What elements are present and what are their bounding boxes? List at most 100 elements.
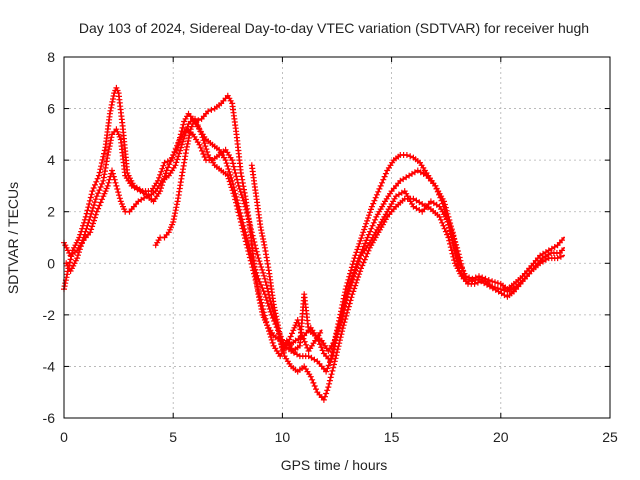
data-point [323,368,330,375]
data-point [260,269,267,276]
data-point [361,256,368,263]
data-point [334,349,340,356]
data-point [367,209,373,216]
data-point [340,322,347,329]
data-point [264,322,271,329]
data-point [208,106,215,113]
data-point [346,285,353,292]
data-point [93,178,100,185]
y-tick-label: -4 [43,358,56,374]
axis-ticks: 0 5 10 15 20 25 -6 -4 -2 0 2 4 6 8 [43,49,618,445]
data-point [342,316,349,322]
data-point [91,202,97,209]
data-point [232,170,239,176]
data-point [451,236,458,243]
data-point [178,144,184,151]
data-point [436,213,443,220]
data-point [254,251,261,258]
data-point [246,219,253,226]
data-point [318,344,325,351]
data-point [376,185,383,192]
data-point [258,281,264,288]
data-point [336,340,343,347]
data-point [223,160,230,167]
data-point [253,280,260,287]
data-point [343,312,350,319]
data-point [225,166,232,172]
data-point [439,219,446,226]
data-point [196,141,203,148]
data-point [229,157,236,164]
data-point [162,170,169,177]
data-point [265,325,271,332]
data-point [344,294,351,301]
data-point [372,216,379,223]
data-point [85,204,92,211]
data-point [230,190,237,197]
data-point [105,146,112,153]
data-point [407,153,414,160]
data-point [433,185,440,192]
data-point [329,367,336,374]
x-axis-label: GPS time / hours [281,457,388,473]
data-point [170,152,177,158]
data-point [99,180,105,187]
data-point [454,248,461,254]
data-point [260,306,266,313]
data-point [252,277,259,283]
data-point [301,338,308,345]
y-axis-label: SDTVAR / TECUs [5,182,21,294]
data-point [98,160,105,166]
data-point [334,328,341,335]
data-point [86,197,93,204]
data-point [287,333,294,340]
data-point [362,223,369,230]
data-point [450,233,457,240]
data-point [238,222,245,229]
data-point [446,221,453,228]
data-point [309,376,316,383]
data-point [447,240,453,247]
data-point [268,336,275,343]
data-point [450,253,457,260]
data-point [348,279,355,286]
data-point [194,122,201,129]
y-tick-label: -6 [43,410,56,426]
data-point [485,277,492,283]
x-tick-label: 15 [384,429,400,445]
data-point [375,188,382,195]
data-point [174,156,181,163]
data-point [326,377,333,384]
data-point [251,239,258,245]
data-point [89,223,96,230]
data-point [234,206,241,213]
data-point [368,206,374,213]
data-point [167,158,174,165]
data-point [235,209,242,216]
data-point [187,129,193,136]
data-point [101,147,108,154]
data-point [230,160,236,167]
data-point [267,334,274,340]
data-point [325,362,332,369]
data-point [269,339,276,346]
data-point [160,176,167,183]
data-point [363,253,369,260]
data-point [159,179,166,186]
data-point [257,296,264,303]
data-point [340,310,346,317]
data-point [347,282,354,289]
data-point [84,222,91,229]
data-point [161,159,168,166]
data-point [225,175,232,182]
data-point [249,264,256,271]
data-point [90,185,97,191]
data-point [234,179,241,186]
data-point [200,137,207,144]
data-point [227,181,234,188]
data-point [266,331,273,337]
data-point [335,325,342,332]
data-point [171,213,178,220]
data-point [344,291,351,298]
data-point [231,166,238,173]
